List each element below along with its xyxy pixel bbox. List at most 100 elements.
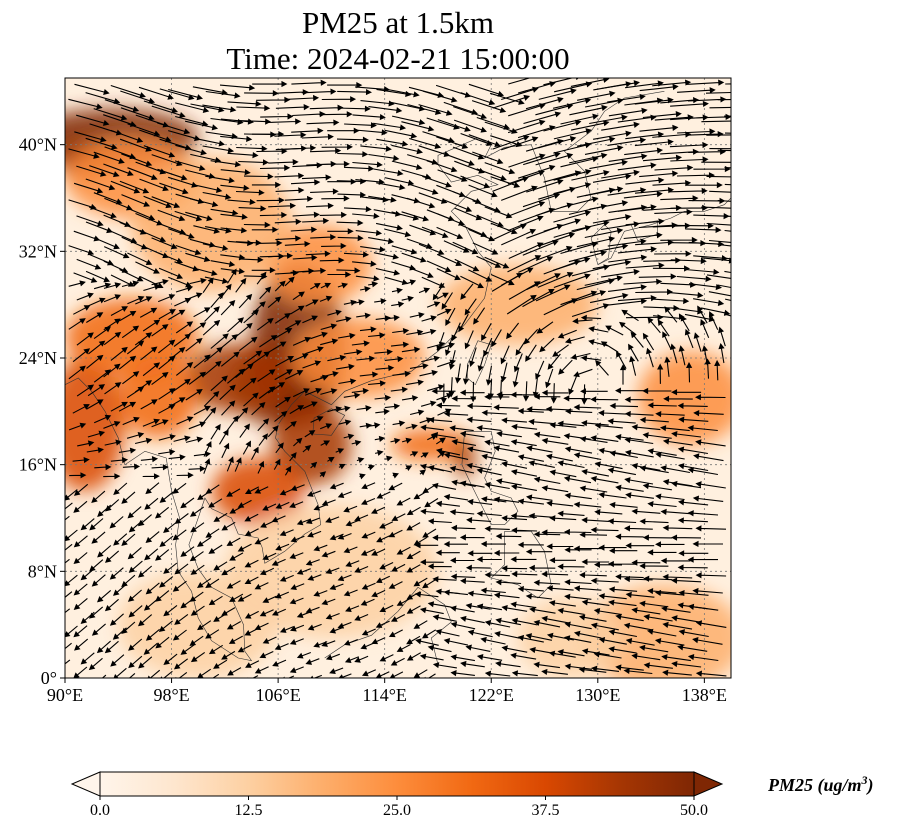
wind-arrow (449, 509, 475, 516)
wind-arrow (242, 440, 251, 455)
wind-arrow (590, 622, 619, 631)
wind-arrow (492, 94, 531, 109)
wind-arrow (376, 535, 391, 543)
wind-arrow (669, 141, 709, 149)
wind-arrow (390, 341, 410, 348)
wind-arrow (589, 114, 628, 125)
wind-arrow (573, 404, 602, 411)
wind-arrow (73, 535, 88, 548)
wind-arrow (485, 365, 493, 386)
wind-arrow (343, 251, 370, 258)
wind-arrow (239, 423, 250, 438)
wind-arrow (608, 629, 638, 638)
wind-arrow (573, 630, 602, 639)
wind-arrow (704, 358, 711, 379)
wind-arrow (607, 518, 637, 525)
wind-arrow (659, 425, 690, 432)
wind-arrow (616, 350, 627, 369)
wind-arrow (319, 423, 333, 430)
wind-arrow (553, 257, 591, 271)
wind-arrow (368, 281, 379, 288)
wind-arrow (88, 206, 117, 219)
wind-arrow (692, 587, 723, 595)
wind-arrow (151, 154, 183, 167)
wind-arrow (127, 589, 142, 602)
wind-arrow (420, 424, 444, 431)
wind-arrow (695, 439, 726, 447)
wind-arrow (260, 113, 294, 120)
wind-arrow (443, 240, 470, 253)
wind-arrow (654, 208, 693, 216)
wind-arrow (73, 666, 88, 678)
wind-arrow (355, 275, 380, 282)
wind-arrow (388, 581, 403, 589)
wind-arrow (196, 578, 212, 588)
wind-arrow (437, 450, 446, 458)
wind-arrow (615, 484, 644, 492)
wind-arrow (319, 471, 327, 478)
wind-arrow (354, 613, 369, 621)
wind-arrow (321, 195, 350, 202)
wind-arrow (526, 273, 561, 291)
wind-arrow (625, 492, 654, 499)
wind-arrow (127, 295, 145, 305)
wind-arrow (168, 347, 186, 362)
wind-arrow (563, 475, 592, 484)
wind-arrow (329, 583, 344, 591)
wind-arrow (517, 634, 544, 643)
wind-arrow (127, 252, 153, 265)
wind-arrow (384, 314, 400, 321)
wind-arrow (460, 132, 493, 146)
wind-arrow (142, 362, 161, 377)
wind-arrow (173, 333, 191, 347)
wind-arrow (546, 632, 574, 641)
wind-arrow (464, 298, 477, 316)
wind-arrow (708, 291, 731, 297)
wind-arrow (69, 472, 87, 479)
wind-arrow (676, 275, 712, 282)
wind-arrow (608, 646, 637, 654)
wind-arrow (643, 575, 673, 582)
lon-axis: 90°E 98°E 106°E 114°E 122°E 130°E 138°E (47, 678, 727, 705)
wind-arrow (374, 348, 393, 356)
wind-arrow (137, 514, 152, 527)
wind-arrow (259, 334, 278, 348)
wind-arrow (143, 642, 158, 655)
wind-arrow (173, 378, 191, 392)
wind-arrow (639, 465, 669, 474)
wind-arrow (401, 295, 414, 302)
wind-arrow (157, 122, 191, 135)
wind-arrow (205, 629, 220, 639)
wind-arrow (390, 437, 401, 445)
wind-arrow (202, 191, 232, 200)
wind-arrow (413, 620, 428, 629)
wind-arrow (168, 309, 186, 321)
wind-arrow (359, 286, 371, 293)
wind-arrow (484, 481, 510, 490)
wind-arrow (134, 380, 153, 393)
wind-arrow (157, 209, 186, 222)
wind-arrow (139, 178, 169, 192)
wind-arrow (321, 499, 336, 506)
wind-arrow (443, 638, 469, 646)
wind-arrow (436, 226, 464, 240)
wind-arrow (289, 353, 309, 363)
wind-arrow (202, 277, 214, 294)
wind-arrow (376, 182, 406, 191)
wind-arrow (254, 537, 269, 545)
wind-arrow (193, 405, 211, 416)
wind-arrow (432, 662, 457, 669)
wind-arrow (594, 422, 623, 429)
wind-arrow (352, 212, 380, 220)
wind-arrow (724, 215, 731, 217)
wind-arrow (344, 122, 377, 129)
wind-arrow (406, 635, 421, 645)
wind-arrow (634, 97, 674, 105)
wind-arrow (210, 375, 228, 392)
colorbar-gradient (99, 771, 695, 797)
wind-arrow (625, 591, 655, 598)
wind-arrow (267, 296, 282, 309)
wind-arrow (608, 599, 637, 607)
wind-arrow (259, 164, 291, 172)
wind-arrow (390, 614, 406, 622)
